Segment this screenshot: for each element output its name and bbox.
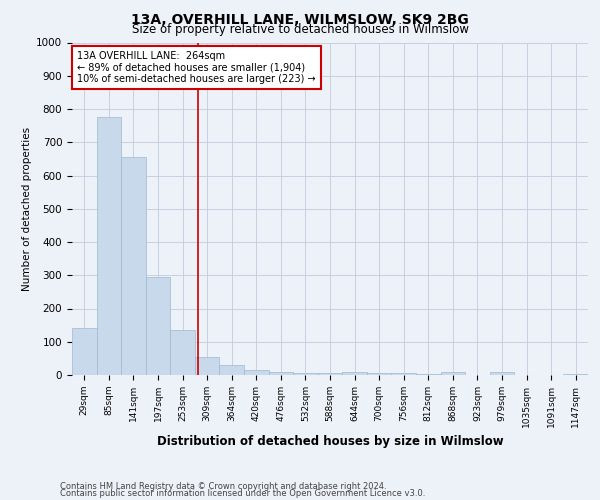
Text: Contains public sector information licensed under the Open Government Licence v3: Contains public sector information licen…: [60, 490, 425, 498]
Bar: [293, 372, 318, 375]
Bar: [97, 118, 121, 375]
Text: 13A OVERHILL LANE:  264sqm
← 89% of detached houses are smaller (1,904)
10% of s: 13A OVERHILL LANE: 264sqm ← 89% of detac…: [77, 51, 316, 84]
Bar: [220, 365, 244, 375]
Y-axis label: Number of detached properties: Number of detached properties: [22, 126, 32, 291]
X-axis label: Distribution of detached houses by size in Wilmslow: Distribution of detached houses by size …: [157, 435, 503, 448]
Bar: [121, 157, 146, 375]
Text: Size of property relative to detached houses in Wilmslow: Size of property relative to detached ho…: [131, 22, 469, 36]
Bar: [269, 372, 293, 375]
Bar: [146, 277, 170, 375]
Bar: [342, 372, 367, 375]
Bar: [440, 372, 465, 375]
Bar: [318, 374, 342, 375]
Text: 13A, OVERHILL LANE, WILMSLOW, SK9 2BG: 13A, OVERHILL LANE, WILMSLOW, SK9 2BG: [131, 12, 469, 26]
Bar: [490, 372, 514, 375]
Bar: [244, 370, 269, 375]
Bar: [416, 374, 440, 375]
Bar: [563, 374, 588, 375]
Text: Contains HM Land Registry data © Crown copyright and database right 2024.: Contains HM Land Registry data © Crown c…: [60, 482, 386, 491]
Bar: [391, 373, 416, 375]
Bar: [72, 328, 97, 375]
Bar: [367, 374, 391, 375]
Bar: [195, 356, 220, 375]
Bar: [170, 330, 195, 375]
